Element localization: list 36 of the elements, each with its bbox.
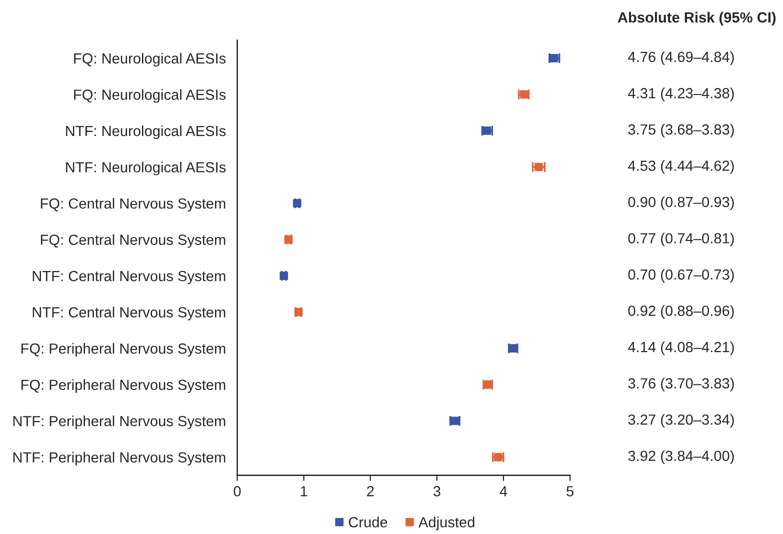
- y-tick-label: FQ: Neurological AESIs: [74, 89, 226, 103]
- x-tick-label: 5: [566, 486, 574, 496]
- y-tick-label: NTF: Central Nervous System: [32, 306, 226, 320]
- x-tick-label: 1: [300, 486, 308, 496]
- y-tick-label: NTF: Central Nervous System: [32, 270, 226, 284]
- point: [534, 162, 543, 172]
- y-tick-label: FQ: Neurological AESIs: [74, 52, 226, 66]
- x-tick-label: 4: [500, 486, 508, 496]
- text: 4.76 (4.69–4.84): [628, 51, 734, 65]
- point: [494, 452, 502, 462]
- text: 4.14 (4.08–4.21): [628, 342, 734, 356]
- text: 3.75 (3.68–3.83): [628, 124, 734, 138]
- y-tick-label: FQ: Central Nervous System: [40, 198, 226, 212]
- text: 0.90 (0.87–0.93): [628, 196, 734, 210]
- text: 3.76 (3.70–3.83): [628, 378, 734, 392]
- y-tick-label: NTF: Peripheral Nervous System: [13, 452, 226, 466]
- y-tick-label: FQ: Peripheral Nervous System: [21, 343, 226, 357]
- x-tick-label: 3: [433, 486, 440, 496]
- text: 4.31 (4.23–4.38): [628, 88, 734, 102]
- y-tick-label: NTF: Neurological AESIs: [66, 125, 226, 140]
- text: Absolute Risk (95% CI): [618, 12, 776, 26]
- text: 3.92 (3.84–4.00): [628, 450, 734, 464]
- text: 3.27 (3.20–3.34): [628, 414, 734, 428]
- y-tick-label: FQ: Central Nervous System: [40, 234, 226, 248]
- y-tick-label: FQ: Peripheral Nervous System: [21, 379, 226, 393]
- y-tick-label: NTF: Peripheral Nervous System: [13, 416, 226, 430]
- text: 0.70 (0.67–0.73): [628, 268, 734, 283]
- legend-label: Adjusted: [418, 516, 474, 530]
- y-tick-label: NTF: Neurological AESIs: [66, 162, 226, 176]
- text: 0.92 (0.88–0.96): [628, 305, 734, 319]
- text: 4.53 (4.44–4.62): [628, 160, 734, 174]
- x-tick-label: 2: [367, 486, 374, 496]
- legend-label: Crude: [348, 516, 388, 528]
- point: [482, 126, 491, 135]
- text: 0.77 (0.74–0.81): [628, 232, 734, 246]
- x-tick-label: 0: [234, 486, 241, 496]
